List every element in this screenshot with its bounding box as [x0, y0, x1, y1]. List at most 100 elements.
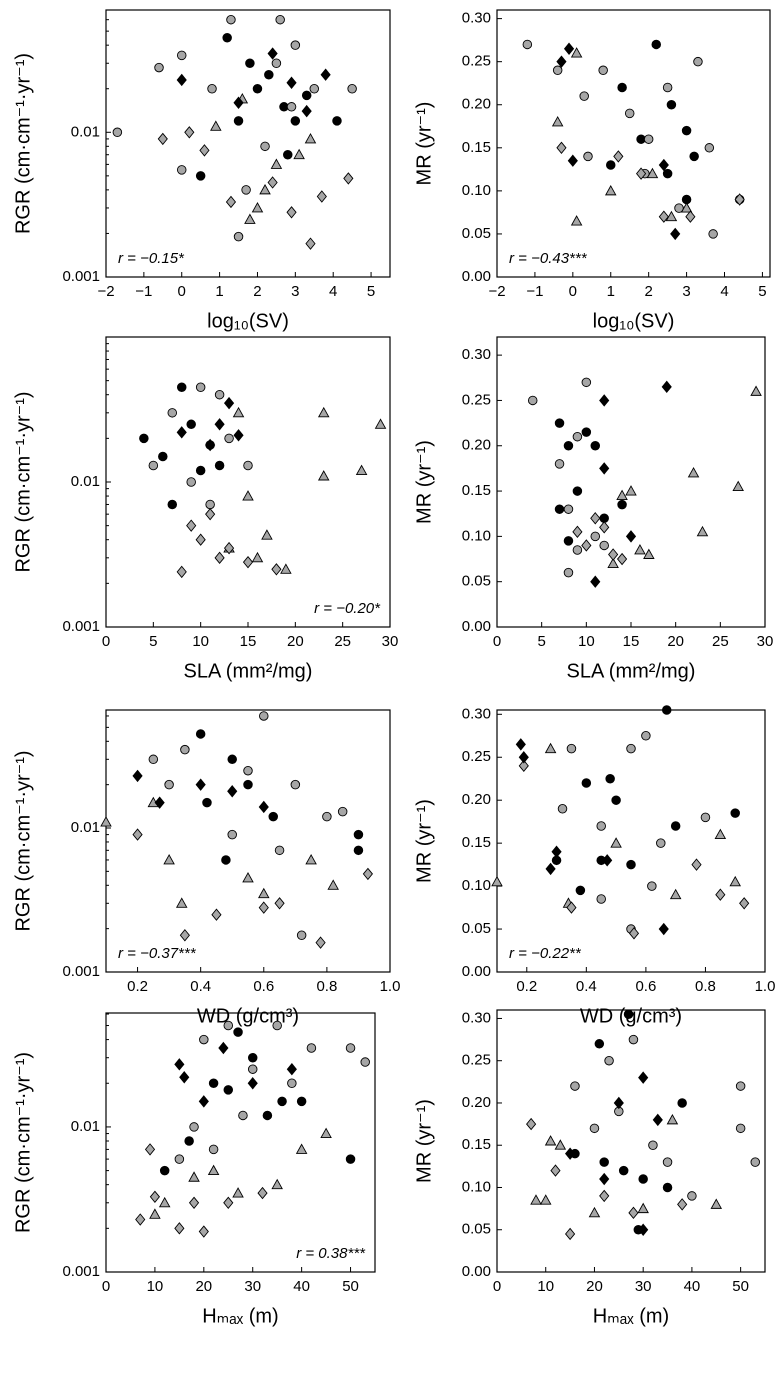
point [208, 1144, 219, 1155]
point [353, 845, 364, 856]
point [223, 396, 235, 410]
point [677, 1098, 687, 1108]
point [708, 229, 718, 239]
point [233, 1027, 243, 1037]
point [643, 548, 655, 559]
x-tick-label: 0 [493, 633, 501, 650]
point [139, 433, 149, 444]
x-tick-label: 0 [102, 1278, 110, 1295]
y-tick-label: 0.00 [462, 1263, 491, 1280]
point [611, 795, 621, 805]
point [174, 1222, 185, 1235]
point [617, 499, 627, 510]
plot-frame [496, 709, 766, 973]
point [301, 90, 312, 101]
point [214, 460, 225, 471]
point [214, 389, 225, 400]
point [687, 467, 700, 478]
y-tick-label: 0.25 [462, 1052, 491, 1069]
point [158, 451, 168, 462]
point [662, 82, 673, 93]
point [199, 144, 210, 157]
point [604, 184, 617, 196]
x-tick-label: 40 [293, 1278, 310, 1295]
point [581, 778, 592, 788]
point [305, 237, 316, 250]
point [551, 116, 564, 127]
point [304, 132, 317, 144]
y-tick-label: 0.25 [462, 748, 491, 765]
point [638, 1174, 648, 1184]
point [296, 1096, 307, 1107]
point [188, 1171, 200, 1182]
point [522, 39, 533, 50]
point [556, 55, 567, 68]
point [202, 797, 212, 808]
y-tick-label: 0.05 [462, 920, 491, 937]
point [247, 1064, 258, 1074]
point [594, 1039, 605, 1049]
point [730, 808, 740, 818]
annotation: r = −0.43*** [509, 250, 588, 267]
panel: −2 −1 0 1 2 3 4 5 0.001 0.01 log₁₀(SV) RGR (cm·cm⁻¹… [12, 9, 391, 332]
y-tick-label: 0.001 [62, 618, 100, 635]
annotation: r = −0.20* [314, 600, 381, 617]
y-tick-label: 0.00 [462, 268, 491, 285]
point [596, 894, 606, 904]
point [195, 729, 206, 739]
panel: 0.2 0.4 0.6 0.8 1.0 0.001 0.01 WD (g/cm³) RGR (c… [12, 709, 400, 1027]
point [661, 705, 672, 715]
point [149, 1190, 160, 1203]
x-tick-label: 0.8 [316, 978, 337, 995]
point [186, 419, 196, 430]
point [260, 141, 270, 152]
point [583, 151, 593, 162]
point [625, 485, 637, 496]
point [579, 91, 589, 101]
point [271, 563, 282, 576]
point [362, 867, 373, 881]
panel: 0 5 10 15 20 25 30 0.001 0.01 SLA (mm²/mg) RGR (cm… [12, 336, 398, 682]
point [605, 773, 615, 784]
point [195, 533, 206, 546]
x-axis-label: Hₘₐₓ (m) [593, 1305, 669, 1327]
point [661, 380, 672, 394]
point [374, 418, 387, 429]
y-axis-label: MR (yr⁻¹) [413, 1099, 435, 1183]
y-tick-label: 0.15 [462, 834, 491, 851]
point [643, 134, 654, 144]
point [638, 1223, 649, 1236]
point [227, 829, 237, 840]
point [320, 68, 331, 81]
point [233, 429, 244, 442]
point [207, 1164, 220, 1176]
point [195, 382, 206, 393]
point [223, 1196, 234, 1209]
point [242, 490, 254, 501]
point [174, 1058, 185, 1071]
point [617, 82, 627, 93]
point [242, 872, 254, 883]
y-tick-label: 0.20 [462, 791, 491, 808]
point [205, 507, 216, 521]
point [556, 141, 567, 155]
point [613, 150, 624, 163]
point [610, 837, 622, 848]
point [327, 879, 339, 890]
point [572, 431, 583, 442]
point [589, 1123, 600, 1134]
point [218, 1041, 229, 1055]
x-tick-label: 5 [367, 283, 375, 300]
annotation: r = −0.22** [509, 945, 582, 962]
y-tick-label: 0.30 [462, 1009, 491, 1026]
y-axis-label: RGR (cm·cm⁻¹·yr⁻¹) [12, 391, 34, 572]
point [320, 1127, 332, 1139]
y-tick-label: 0.00 [462, 963, 491, 980]
point [353, 829, 364, 840]
point [163, 854, 175, 865]
point [271, 1178, 283, 1190]
y-tick-label: 0.10 [462, 527, 491, 544]
point [135, 1213, 146, 1226]
point [665, 210, 678, 222]
point [599, 540, 609, 551]
